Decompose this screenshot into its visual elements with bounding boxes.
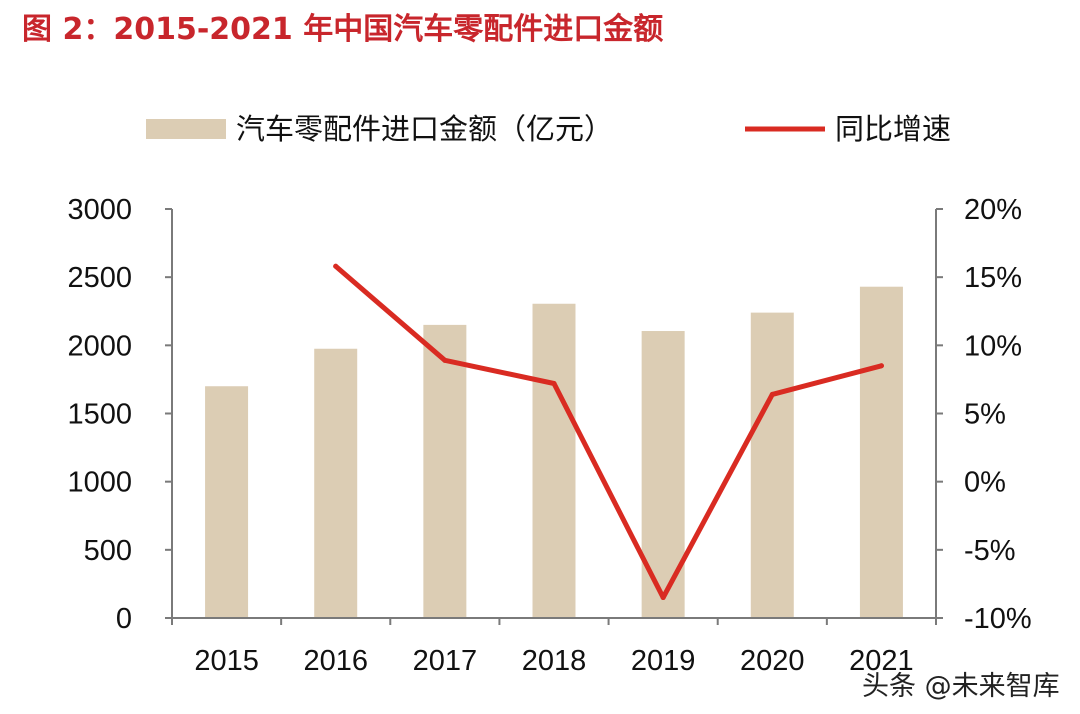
x-tick-label-2021: 2021 (849, 645, 914, 677)
y-left-tick-label: 2000 (67, 330, 132, 362)
y-left-tick-label: 500 (84, 535, 132, 567)
growth-point-2019 (660, 595, 666, 601)
y-left-tick-label: 1500 (67, 399, 132, 431)
y-right-tick-label: 15% (964, 262, 1022, 294)
y-right-tick-label: 0% (964, 467, 1006, 499)
growth-point-2017 (442, 357, 448, 363)
y-right-tick-label: -5% (964, 535, 1016, 567)
legend-line-label: 同比增速 (835, 112, 951, 146)
x-tick-label-2015: 2015 (194, 645, 259, 677)
bar-series (205, 286, 903, 618)
y-left-tick-label: 1000 (67, 467, 132, 499)
growth-line-series (333, 263, 884, 601)
growth-line (333, 263, 884, 601)
y-right-tick-label: 20% (964, 194, 1022, 226)
y-right-tick-label: -10% (964, 603, 1032, 635)
bar-2020 (750, 312, 794, 618)
legend-bar-label: 汽车零配件进口金额（亿元） (236, 112, 613, 146)
y-left-tick-label: 0 (116, 603, 132, 635)
growth-point-2018 (551, 381, 557, 387)
growth-point-2016 (333, 263, 339, 269)
bar-2019 (641, 331, 685, 618)
chart-title: 图 2：2015-2021 年中国汽车零配件进口金额 (22, 12, 664, 47)
y-right-tick-label: 10% (964, 330, 1022, 362)
x-tick-label-2016: 2016 (303, 645, 368, 677)
axes (165, 208, 943, 625)
y-left-tick-label: 2500 (67, 262, 132, 294)
y-left-tick-label: 3000 (67, 194, 132, 226)
x-tick-label-2020: 2020 (740, 645, 805, 677)
legend: 汽车零配件进口金额（亿元） 同比增速 (146, 112, 951, 146)
growth-point-2020 (769, 391, 775, 397)
growth-point-2021 (878, 363, 884, 369)
tick-labels: 0 500 1000 1500 2000 2500 3000 -10% -5% 0% 5% 10% 15… (67, 194, 1031, 677)
x-tick-label-2017: 2017 (413, 645, 478, 677)
bar-2018 (532, 303, 576, 618)
x-tick-label-2019: 2019 (631, 645, 696, 677)
bar-2017 (423, 324, 467, 618)
legend-bar-swatch (146, 119, 226, 139)
watermark: 头条 @未来智库 (862, 671, 1060, 702)
bar-2015 (205, 386, 249, 618)
x-tick-label-2018: 2018 (522, 645, 587, 677)
y-right-tick-label: 5% (964, 399, 1006, 431)
bar-2021 (859, 286, 903, 618)
bar-2016 (314, 348, 358, 618)
